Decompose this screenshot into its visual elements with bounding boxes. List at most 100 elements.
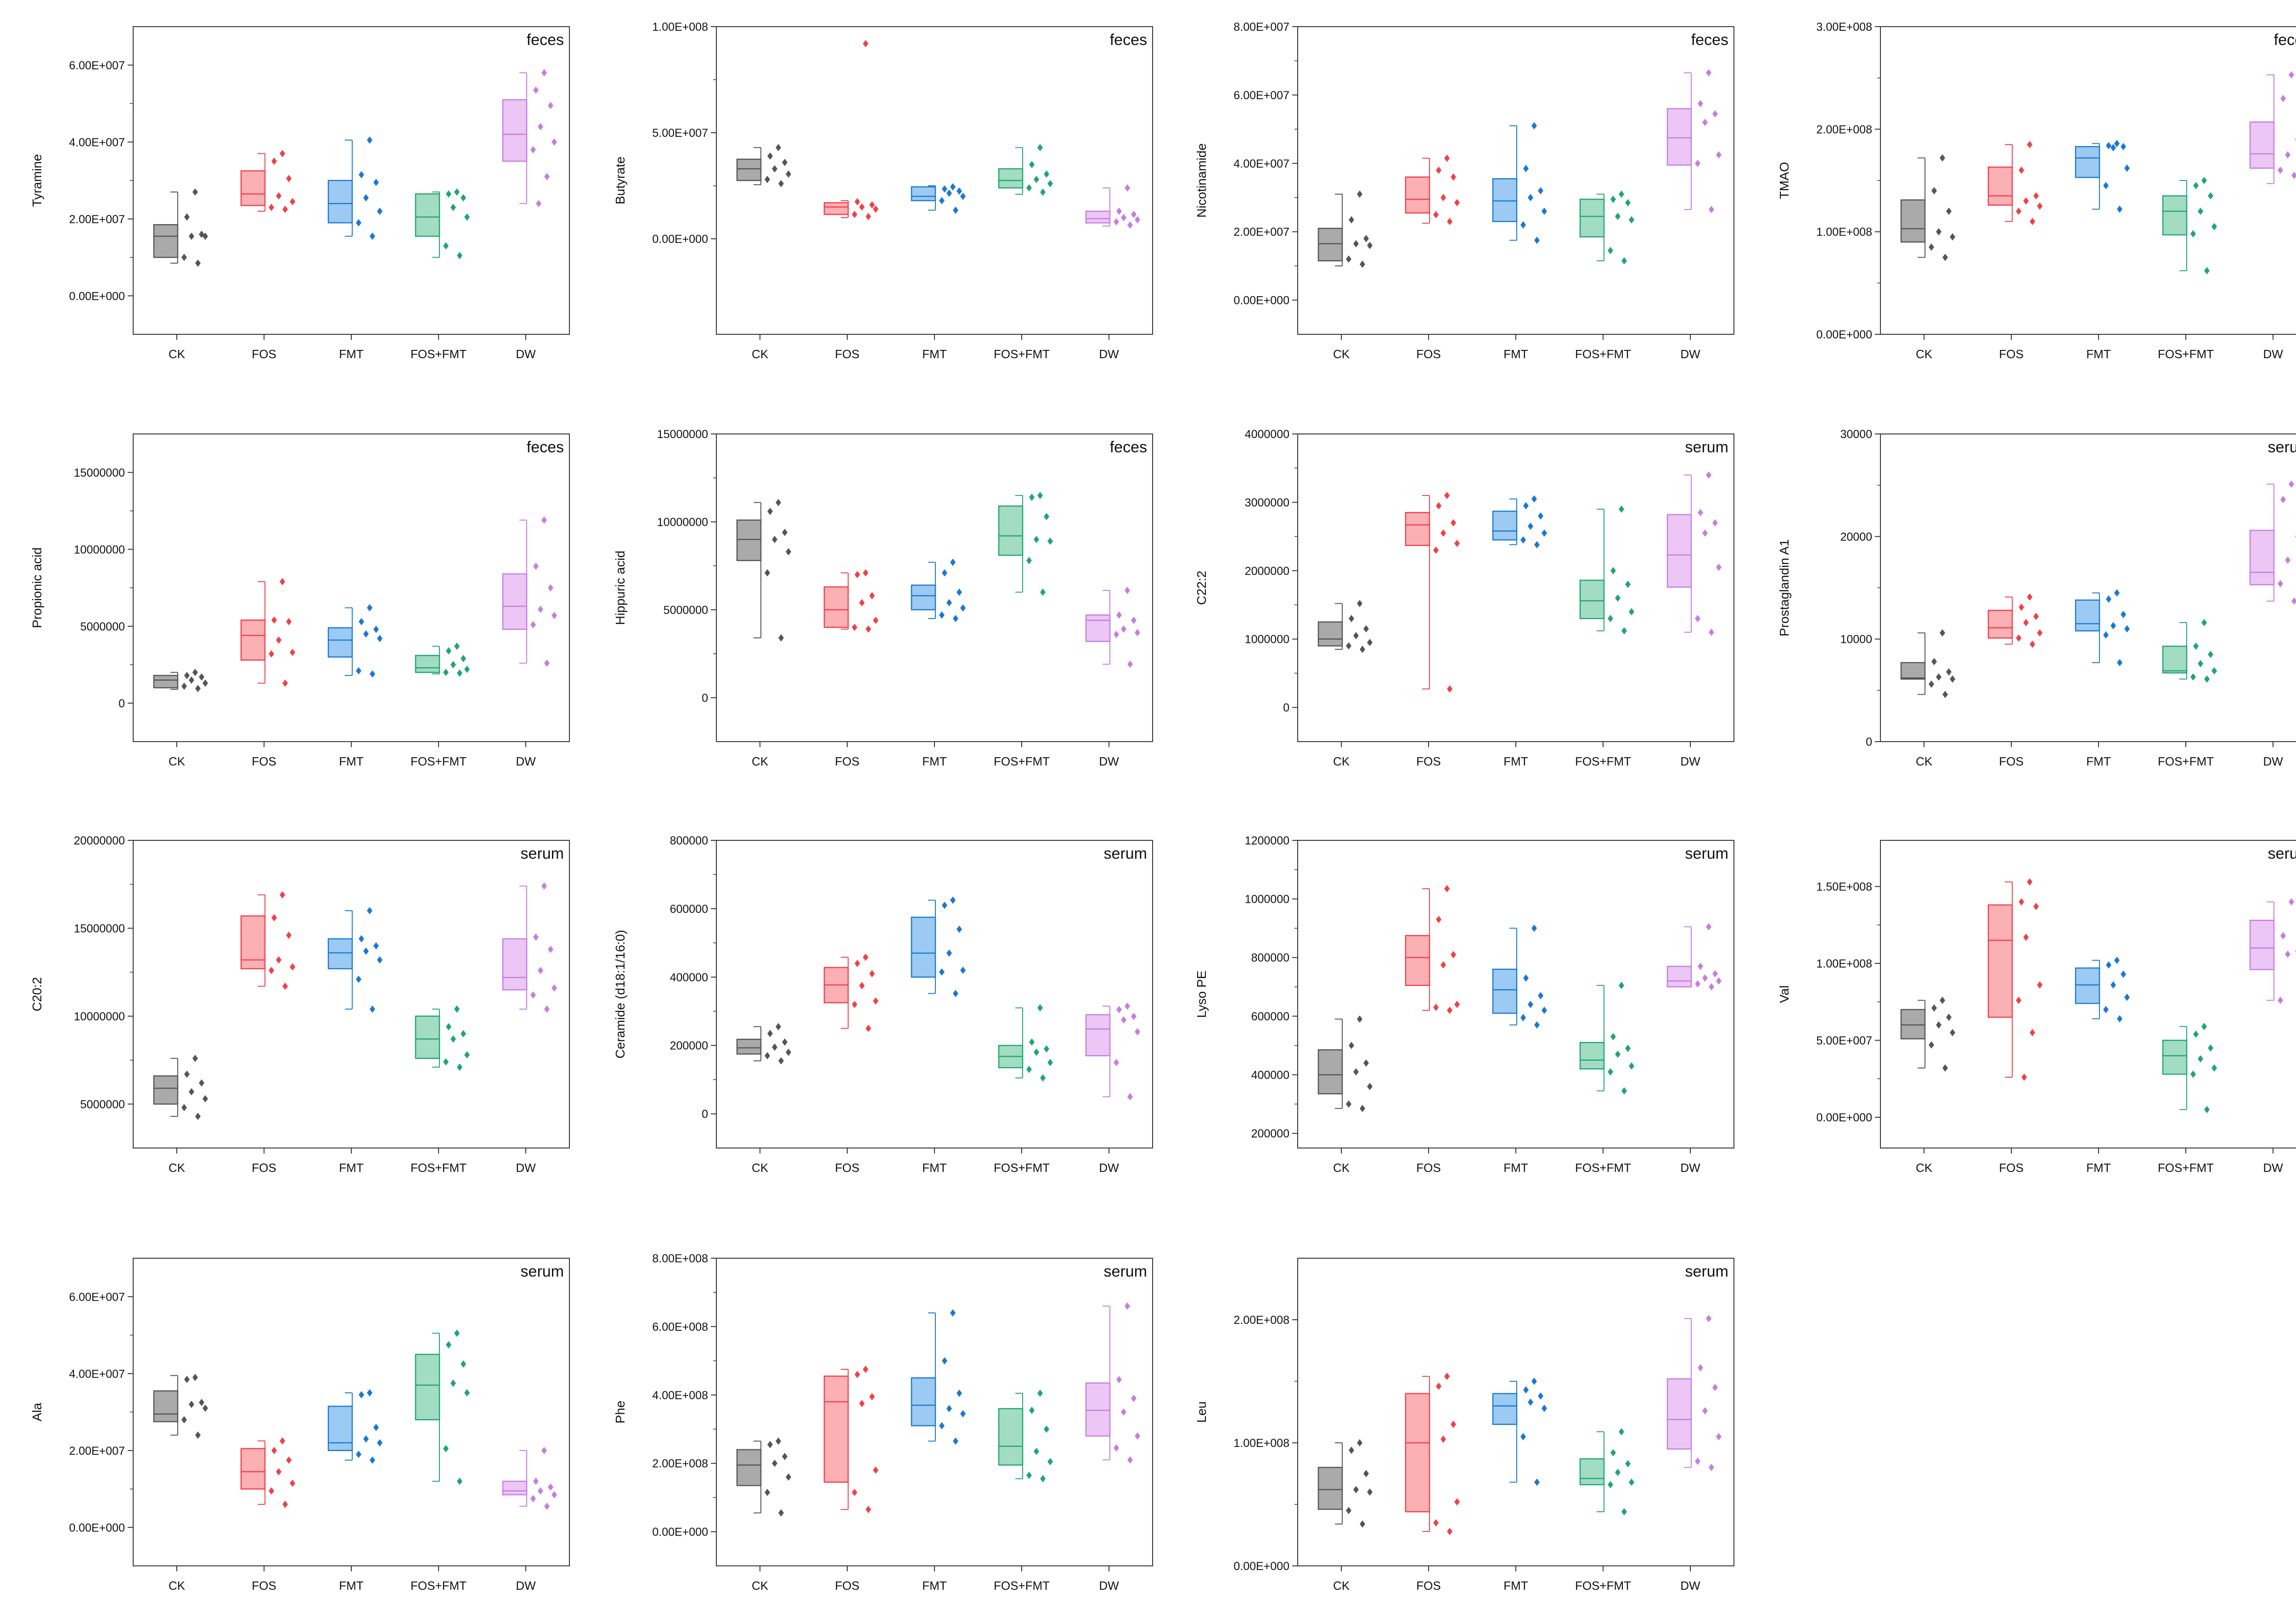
data-point (181, 682, 187, 690)
x-tick-label: FOS (1416, 754, 1441, 768)
data-point (276, 956, 281, 964)
data-point (859, 982, 865, 990)
data-point (1029, 1407, 1035, 1414)
data-point (1625, 580, 1631, 588)
data-point (1940, 629, 1945, 637)
data-point (2103, 631, 2109, 639)
chart-panel: serum Phe 0.00E+000 2.00E+008 4.00E+008 6.00E… (613, 1252, 1153, 1593)
data-point (450, 661, 456, 669)
y-tick-label: 2.00E+007 (69, 213, 125, 226)
plot-frame (1880, 26, 2296, 335)
data-point (1044, 1045, 1049, 1053)
data-point (199, 1079, 204, 1087)
data-point (863, 953, 868, 961)
data-point (2030, 640, 2035, 648)
data-point (269, 650, 274, 658)
data-point (1444, 492, 1450, 499)
data-point (859, 203, 865, 211)
x-tick-label: DW (1099, 1161, 1119, 1175)
data-point (1116, 208, 1122, 215)
box-iqr (998, 1408, 1024, 1466)
box-iqr (1317, 1467, 1343, 1510)
data-point (192, 669, 198, 676)
data-point (946, 949, 952, 957)
data-point (1706, 69, 1711, 77)
y-tick-label: 1000000 (1245, 633, 1289, 646)
box-iqr (1987, 166, 2013, 206)
data-point (548, 584, 553, 591)
data-point (1037, 1004, 1043, 1012)
box-iqr (2162, 646, 2188, 674)
data-point (1531, 1378, 1537, 1385)
box-iqr (911, 917, 936, 978)
data-point (778, 1509, 784, 1517)
data-point (1121, 1016, 1126, 1024)
data-point (1125, 1002, 1130, 1010)
data-point (2033, 192, 2039, 200)
data-point (2037, 629, 2043, 637)
data-point (2121, 970, 2126, 978)
box-iqr (153, 1075, 179, 1105)
data-point (1349, 216, 1354, 224)
data-point (1349, 1041, 1354, 1049)
data-point (765, 1488, 770, 1496)
data-point (1433, 1003, 1439, 1011)
x-tick-label: FMT (339, 754, 364, 768)
data-point (946, 1405, 952, 1413)
chart-panel: serum C20:2 5000000 10000000 15000000 2000000… (30, 834, 570, 1175)
data-point (1433, 1519, 1439, 1527)
data-point (541, 1446, 547, 1454)
data-point (2027, 878, 2032, 886)
y-tick-label: 0 (118, 697, 125, 710)
data-point (530, 1495, 536, 1503)
y-tick-label: 600000 (670, 903, 708, 916)
data-point (1436, 166, 1441, 174)
data-point (786, 1473, 791, 1481)
data-point (950, 558, 956, 566)
data-point (1441, 194, 1446, 202)
data-point (370, 1456, 375, 1464)
data-point (1116, 611, 1122, 619)
data-point (778, 180, 784, 187)
data-point (548, 946, 553, 953)
x-tick-label: FOS (252, 347, 276, 361)
x-tick-label: FOS+FMT (411, 754, 467, 768)
data-point (1131, 1013, 1137, 1020)
data-point (767, 152, 773, 160)
box-iqr (1666, 514, 1692, 588)
y-tick-label: 0.00E+000 (652, 233, 708, 246)
y-tick-label: 0.00E+000 (1233, 1560, 1289, 1573)
y-tick-label: 20000000 (74, 834, 125, 847)
data-point (377, 635, 383, 642)
data-point (1433, 211, 1439, 219)
data-point (942, 901, 947, 909)
data-point (1520, 1433, 1526, 1441)
x-tick-label: FOS (835, 347, 859, 361)
data-point (776, 1023, 781, 1030)
data-point (939, 197, 945, 204)
data-point (1929, 1041, 1934, 1049)
data-point (1528, 194, 1533, 202)
data-point (271, 158, 277, 165)
data-point (530, 991, 536, 999)
y-tick-label: 5000000 (664, 604, 708, 617)
data-point (290, 648, 295, 656)
box-iqr (1987, 609, 2013, 639)
data-point (1942, 253, 1948, 261)
data-point (1451, 519, 1456, 527)
data-point (1615, 594, 1621, 602)
data-point (942, 185, 947, 193)
x-tick-label: FOS+FMT (994, 754, 1050, 768)
data-point (377, 1439, 383, 1446)
data-point (373, 179, 379, 186)
data-point (1363, 625, 1369, 633)
data-point (1114, 1058, 1119, 1066)
data-point (192, 188, 198, 196)
data-point (942, 569, 947, 577)
x-tick-label: DW (2263, 1161, 2283, 1175)
data-point (1610, 1449, 1616, 1457)
x-tick-label: FOS+FMT (994, 347, 1050, 361)
data-point (1709, 628, 1714, 636)
panel-title: serum (2268, 439, 2296, 456)
x-tick-label: FOS (1416, 347, 1441, 361)
